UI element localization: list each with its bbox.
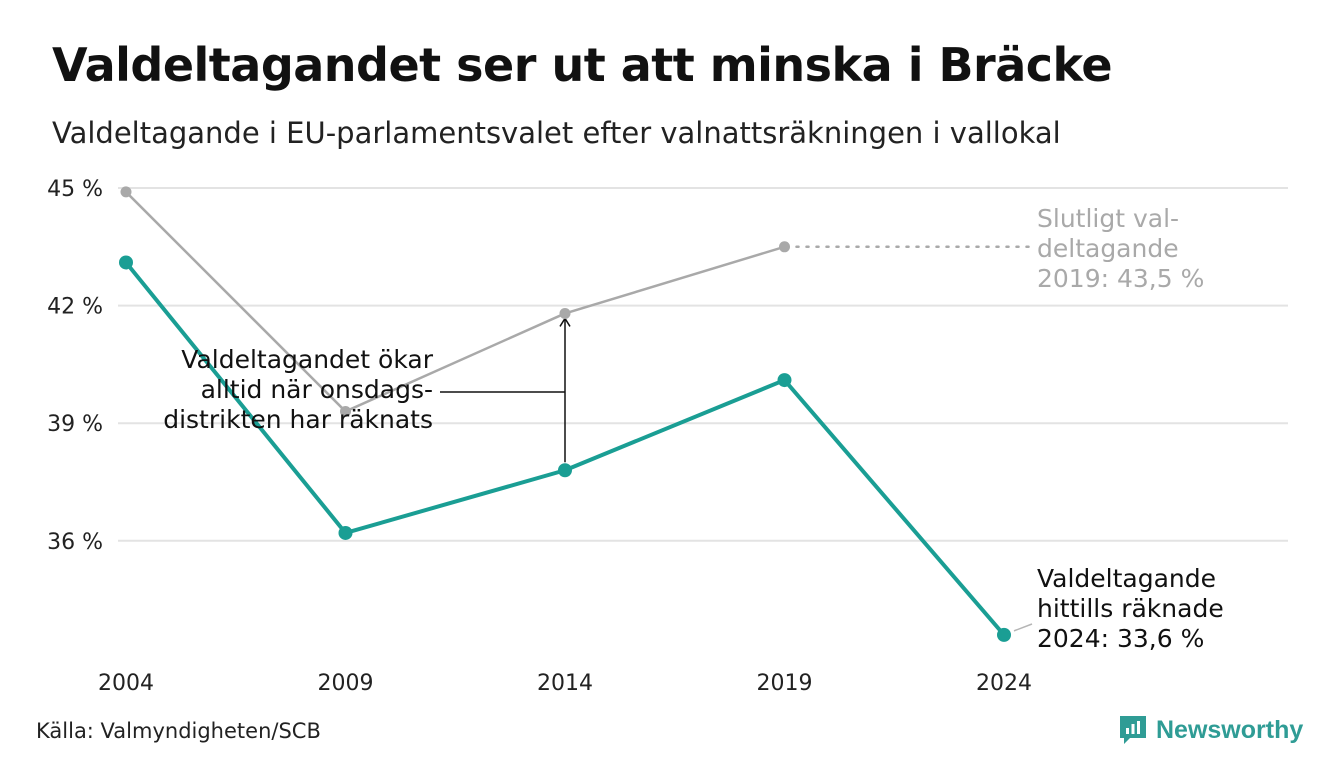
brand-logo[interactable]: Newsworthy bbox=[1118, 713, 1303, 747]
annotation-wednesday-line: Valdeltagandet ökar bbox=[181, 345, 433, 374]
annotation-counted-line: 2024: 33,6 % bbox=[1037, 624, 1204, 653]
x-tick-label: 2024 bbox=[976, 671, 1032, 696]
gridlines bbox=[118, 187, 1288, 542]
chart-title: Valdeltagandet ser ut att minska i Bräck… bbox=[52, 38, 1113, 92]
y-tick-label: 42 % bbox=[47, 295, 103, 320]
y-tick-label: 36 % bbox=[47, 530, 103, 555]
x-tick-label: 2004 bbox=[98, 671, 154, 696]
data-point-final bbox=[340, 405, 351, 417]
data-point-counted bbox=[119, 255, 133, 270]
series-counted-turnout bbox=[119, 255, 1011, 642]
x-axis-ticks: 2004 2009 2014 2019 2024 bbox=[98, 671, 1032, 696]
y-tick-label: 39 % bbox=[47, 412, 103, 437]
data-point-counted bbox=[338, 525, 353, 540]
data-point-final bbox=[779, 241, 790, 253]
brand-name: Newsworthy bbox=[1156, 715, 1304, 744]
annotation-wednesday-line: alltid när onsdags- bbox=[201, 375, 433, 404]
data-point-final bbox=[120, 186, 132, 198]
data-point-counted bbox=[558, 463, 572, 478]
y-axis-ticks: 36 % 39 % 42 % 45 % bbox=[47, 177, 103, 555]
y-tick-label: 45 % bbox=[47, 177, 103, 202]
series-final-turnout bbox=[120, 186, 790, 417]
annotation-final-line: 2019: 43,5 % bbox=[1037, 264, 1204, 293]
annotation-connectors bbox=[440, 245, 1033, 632]
annotation-final-line: Slutligt val- bbox=[1037, 204, 1179, 233]
data-point-counted bbox=[777, 373, 792, 388]
series-line-final bbox=[124, 190, 786, 413]
source-note: Källa: Valmyndigheten/SCB bbox=[36, 719, 321, 743]
data-point-counted bbox=[997, 627, 1011, 642]
annotation-counted-line: hittills räknade bbox=[1037, 594, 1224, 623]
chart-subtitle: Valdeltagande i EU-parlamentsvalet efter… bbox=[52, 116, 1061, 150]
x-tick-label: 2014 bbox=[537, 671, 593, 696]
x-tick-label: 2009 bbox=[318, 671, 374, 696]
x-tick-label: 2019 bbox=[757, 671, 813, 696]
annotation-counted-line: Valdeltagande bbox=[1037, 564, 1216, 593]
newsworthy-logo-icon bbox=[1120, 716, 1146, 744]
annotation-final-line: deltagande bbox=[1037, 234, 1179, 263]
annotation-wednesday-line: distrikten har räknats bbox=[163, 405, 433, 434]
data-point-final bbox=[559, 307, 571, 319]
leader-line-2024 bbox=[1013, 623, 1033, 632]
